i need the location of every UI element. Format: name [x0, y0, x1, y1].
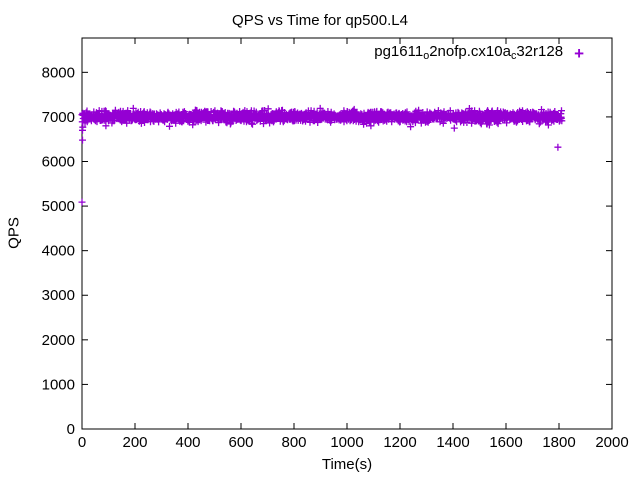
- x-axis-label: Time(s): [321, 456, 373, 473]
- x-tick-label: 600: [228, 434, 253, 451]
- legend-label-text: 2nofp.cx10a: [429, 43, 511, 60]
- y-tick-label: 5000: [42, 198, 75, 215]
- x-tick-label: 1200: [383, 434, 416, 451]
- plus-marker-icon: +: [574, 44, 584, 63]
- data-points: [78, 104, 566, 206]
- y-tick-label: 1000: [42, 376, 75, 393]
- x-tick-label: 1000: [330, 434, 363, 451]
- y-tick-label: 2000: [42, 332, 75, 349]
- y-tick-label: 4000: [42, 243, 75, 260]
- x-tick-label: 400: [175, 434, 200, 451]
- x-tick-label: 0: [78, 434, 86, 451]
- legend-label-text: 32r128: [516, 43, 564, 60]
- chart-title: QPS vs Time for qp500.L4: [232, 12, 408, 29]
- y-tick-label: 3000: [42, 287, 75, 304]
- legend-series-label: pg1611o2nofp.cx10ac32r128: [374, 43, 563, 65]
- legend-label-text: pg1611: [374, 43, 424, 60]
- y-tick-label: 8000: [42, 64, 75, 81]
- x-tick-label: 1800: [542, 434, 575, 451]
- plot-border: [81, 37, 613, 430]
- y-tick-label: 0: [67, 421, 75, 438]
- x-tick-label: 1400: [436, 434, 469, 451]
- x-tick-label: 2000: [595, 434, 628, 451]
- legend-label-subscript: o: [423, 50, 430, 63]
- legend: pg1611o2nofp.cx10ac32r128 +: [374, 43, 584, 65]
- x-tick-label: 1600: [489, 434, 522, 451]
- legend-label-subscript: c: [510, 50, 517, 63]
- y-tick-label: 6000: [42, 153, 75, 170]
- x-tick-label: 200: [122, 434, 147, 451]
- x-tick-label: 800: [281, 434, 306, 451]
- y-tick-label: 7000: [42, 109, 75, 126]
